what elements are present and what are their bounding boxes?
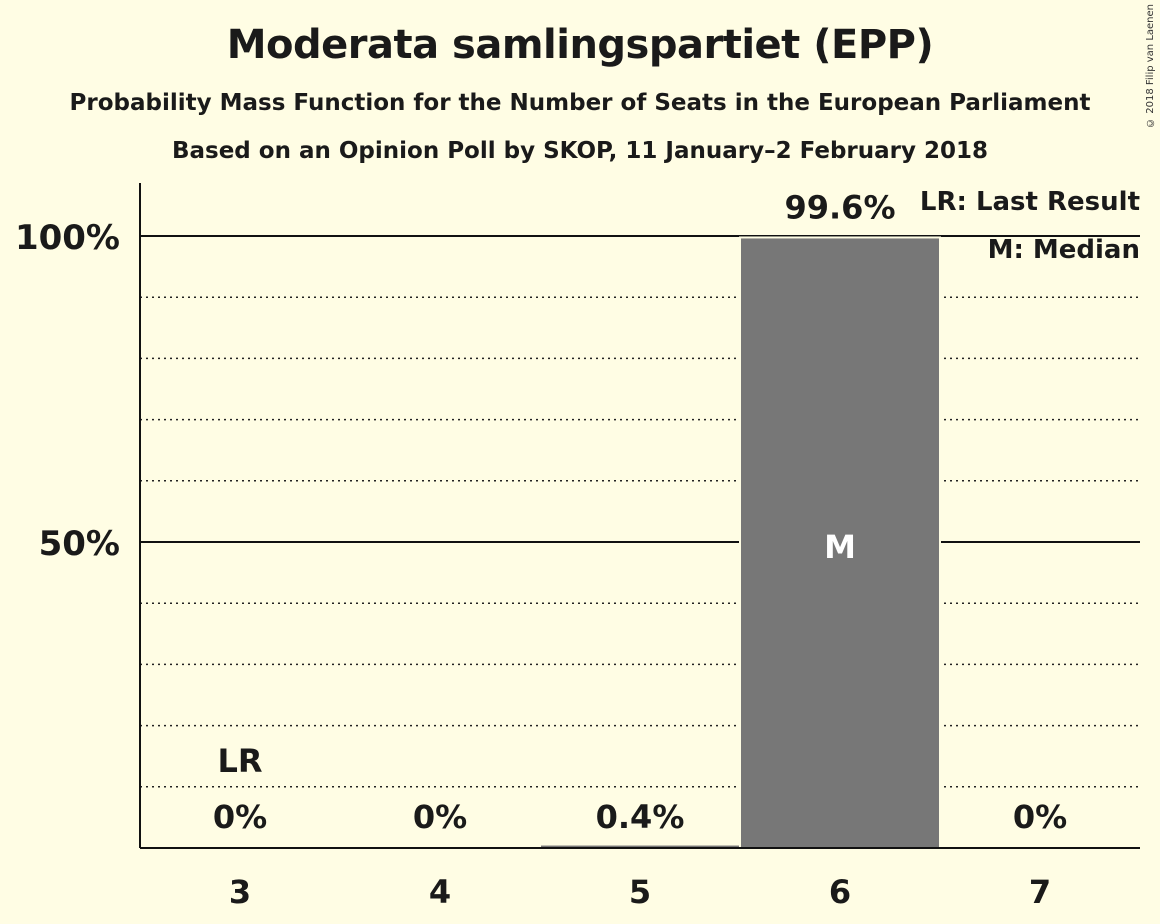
median-marker: M: [824, 528, 856, 566]
data-label: 0%: [213, 798, 267, 836]
x-tick-label: 6: [829, 873, 851, 911]
x-tick-label: 4: [429, 873, 451, 911]
x-tick-label: 5: [629, 873, 651, 911]
chart-subtitle: Probability Mass Function for the Number…: [69, 90, 1091, 116]
legend-entry: M: Median: [988, 235, 1140, 265]
legend-entry: LR: Last Result: [920, 187, 1140, 217]
data-label: 99.6%: [784, 188, 895, 226]
data-label: 0.4%: [596, 798, 685, 836]
y-tick-label: 100%: [15, 218, 120, 258]
x-tick-label: 3: [229, 873, 251, 911]
y-tick-label: 50%: [39, 524, 120, 564]
data-label: 0%: [1013, 798, 1067, 836]
chart-subtitle-poll: Based on an Opinion Poll by SKOP, 11 Jan…: [171, 138, 989, 164]
chart-title: Moderata samlingspartiet (EPP): [226, 22, 934, 68]
x-tick-label: 7: [1029, 873, 1051, 911]
last-result-marker: LR: [217, 742, 262, 780]
data-label: 0%: [413, 798, 467, 836]
bar: [541, 845, 739, 848]
bar: [741, 238, 939, 848]
